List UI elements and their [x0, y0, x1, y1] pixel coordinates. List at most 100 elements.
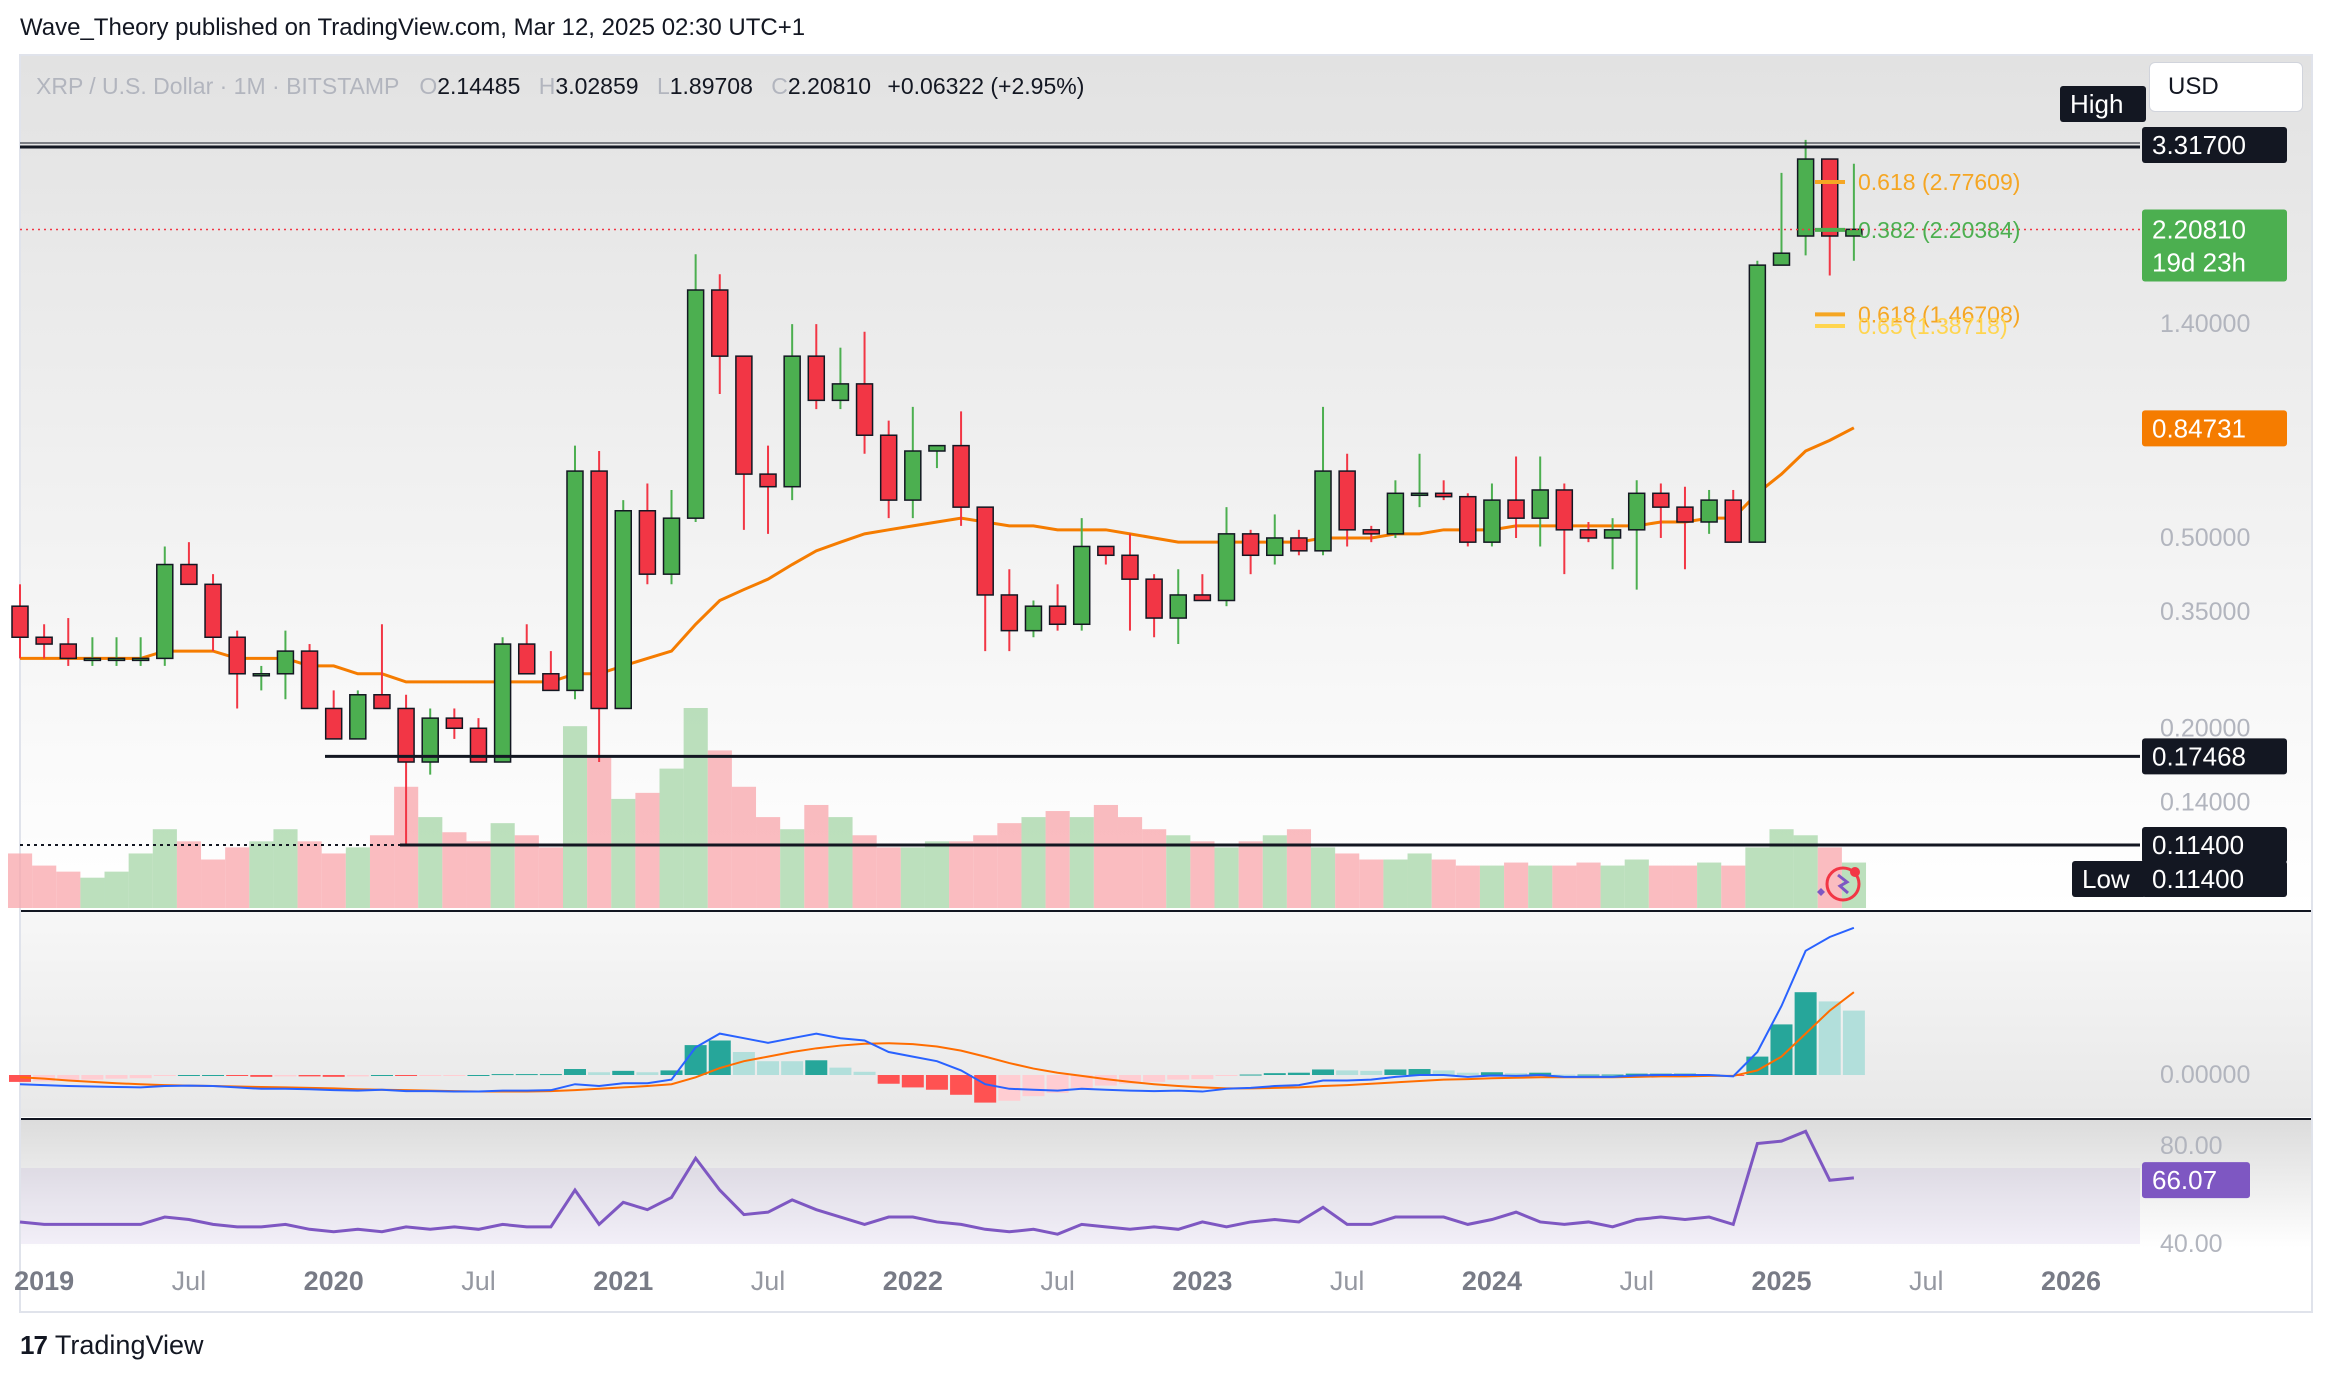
candle-body — [180, 563, 198, 586]
candle-body — [904, 450, 922, 501]
volume-bar — [1431, 859, 1456, 908]
fib-levels: 0.618 (2.77609) 0.382 (2.20384) 0.618 (1.4… — [1815, 169, 2020, 339]
candle-body — [35, 636, 53, 645]
time-tick-label: Jul — [751, 1266, 786, 1296]
macd-histogram-bar — [805, 1060, 828, 1075]
macd-histogram-bar — [250, 1075, 273, 1077]
volume-bar — [1214, 847, 1239, 908]
time-axis: 2019 Jul 2020 Jul 2021 Jul 2022 Jul 2023 Jul 2024 J… — [14, 1266, 2101, 1296]
time-tick-label: Jul — [1619, 1266, 1654, 1296]
spark-icon[interactable] — [1817, 866, 1861, 902]
candle-body — [1217, 533, 1236, 602]
time-tick-label: Jul — [172, 1266, 207, 1296]
candles — [11, 139, 1863, 845]
volume-bar — [418, 817, 443, 908]
volume-bar — [635, 792, 660, 908]
volume-bar — [804, 804, 829, 908]
volume-bar — [8, 853, 33, 908]
candle-body — [855, 383, 874, 436]
volume-bar — [1069, 817, 1094, 908]
volume-bar — [1045, 811, 1070, 908]
support2-label: 0.11400 — [2152, 830, 2244, 860]
macd-histogram-bar — [1770, 1024, 1793, 1075]
macd-histogram-bar — [1239, 1074, 1262, 1076]
volume-bar — [611, 798, 636, 908]
volume-bar — [659, 768, 684, 908]
volume-bar — [900, 847, 925, 908]
macd-histogram-bar — [1553, 1074, 1576, 1076]
macd-histogram-bar — [153, 1075, 176, 1076]
time-tick-label: 2023 — [1172, 1266, 1232, 1296]
candle-body — [59, 643, 78, 660]
macd-histogram-bar — [346, 1075, 369, 1077]
volume-bar — [1335, 853, 1360, 908]
candle-body — [1314, 470, 1332, 552]
price-tick-label: 0.20000 — [2160, 714, 2250, 742]
candle-body — [1000, 594, 1019, 632]
candle-body — [976, 506, 994, 596]
candle-body — [228, 636, 246, 675]
macd-histogram-bar — [1384, 1069, 1407, 1075]
macd-line — [19, 926, 1855, 1093]
high-price-label: 3.31700 — [2152, 130, 2246, 160]
volume-bar — [345, 847, 370, 908]
fib-618-upper-label: 0.618 (2.77609) — [1858, 169, 2020, 195]
volume-bar — [1093, 804, 1118, 908]
volume-bar — [1238, 841, 1263, 908]
volume-bar — [587, 756, 612, 908]
candle-body — [1241, 533, 1260, 557]
volume-bar — [176, 841, 202, 908]
macd-histogram-bar — [491, 1074, 514, 1076]
macd-histogram-bar — [1625, 1073, 1648, 1075]
fib-65-lower-label: 0.65 (1.38718) — [1858, 313, 2008, 339]
fib-382-label: 0.382 (2.20384) — [1858, 217, 2020, 243]
candle-body — [1652, 492, 1670, 508]
volume-bar — [369, 835, 395, 908]
current-price-bg — [2142, 209, 2287, 282]
candle-body — [783, 355, 801, 488]
high-tag-bg — [2060, 86, 2146, 122]
candle-body — [638, 510, 657, 575]
volume-bar — [1479, 865, 1505, 908]
rsi-value-label: 66.07 — [2152, 1165, 2217, 1195]
volume-bar — [273, 829, 298, 908]
macd-histogram-bar — [1094, 1075, 1117, 1086]
volume-bar — [1021, 817, 1046, 908]
macd-histogram-bar — [1842, 1010, 1865, 1075]
candle-body — [1169, 594, 1187, 619]
macd-histogram-bar — [853, 1071, 876, 1075]
candle-body — [1507, 499, 1525, 519]
support1-label-bg — [2142, 738, 2287, 775]
macd-histogram-bar — [684, 1045, 707, 1075]
volume-bar — [1624, 859, 1649, 908]
macd-histogram-bar — [274, 1075, 297, 1077]
macd-histogram-bar — [322, 1075, 345, 1077]
macd-histogram-bar — [1167, 1075, 1190, 1080]
low-tag: Low — [2082, 864, 2130, 894]
candle-body — [759, 473, 777, 488]
macd-histogram-bar — [1312, 1069, 1335, 1075]
macd-histogram-bar — [443, 1075, 466, 1076]
macd-indicator — [9, 926, 1865, 1103]
rsi-line — [19, 1129, 1855, 1236]
macd-histogram-bar — [1336, 1070, 1359, 1075]
candle-body — [373, 694, 391, 710]
currency-button[interactable]: USD — [2149, 62, 2303, 112]
time-tick-label: 2022 — [883, 1266, 943, 1296]
candle-body — [1579, 529, 1598, 539]
brand-name: TradingView — [54, 1330, 204, 1360]
time-tick-label: 2021 — [593, 1266, 653, 1296]
volume-bar — [852, 835, 877, 908]
volume-bar — [683, 708, 708, 908]
macd-histogram-bar — [1456, 1072, 1479, 1075]
macd-histogram-bar — [1529, 1072, 1552, 1075]
volume-bar — [1745, 847, 1770, 908]
volume-bar — [152, 829, 177, 908]
candle-body — [204, 583, 222, 638]
candle-body — [1772, 252, 1791, 266]
price-tick-label: 1.40000 — [2160, 310, 2250, 338]
candle-body — [131, 657, 150, 662]
price-axis: 1.40000 0.50000 0.35000 0.20000 0.14000 80.00… — [2060, 86, 2287, 1258]
volume-bar — [828, 817, 853, 908]
